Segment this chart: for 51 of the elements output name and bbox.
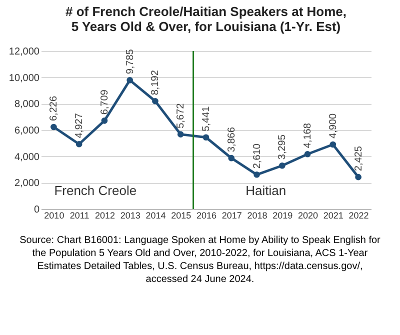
x-tick-label: 2010 [44,210,64,220]
point [355,174,362,180]
point [50,124,57,130]
point [126,77,134,84]
x-tick-label: 2021 [323,210,344,220]
text: 4,927 [74,113,86,138]
point [177,131,184,138]
text: 6,709 [99,90,110,115]
point [228,154,235,162]
point [152,98,158,104]
annotation: Haitian [246,182,286,198]
point [101,118,108,124]
x-tick-label: 2018 [247,210,268,220]
x-tick-label: 2015 [171,210,192,220]
x-tick-label: 2019 [272,210,293,220]
annotation: French Creole [54,182,137,198]
x-tick-label: 2017 [222,210,242,220]
text: 2,610 [252,144,263,169]
text: 8,192 [150,70,162,96]
y-tick-label: 4,000 [14,152,40,163]
x-tick-label: 2011 [70,210,90,220]
y-tick-label: 10,000 [8,72,40,84]
text: 9,785 [124,49,136,74]
point [76,140,82,148]
text: 3,866 [226,127,238,152]
y-tick-label: 12,000 [8,46,40,58]
x-tick-label: 2016 [196,210,217,220]
text: 5,441 [201,106,212,132]
text: 6,226 [48,96,60,122]
y-tick-label: 2,000 [14,178,40,190]
point [278,162,286,169]
y-tick-label: 0 [34,204,40,216]
x-tick-label: 2020 [298,210,318,220]
x-tick-label: 2014 [146,210,166,220]
point [202,134,210,141]
x-tick-label: 2013 [120,210,140,220]
source-note: Source: Chart B16001: Language Spoken at Home by Ability to Speak English for the Population 5 Years Old and Over, 2010-2022, for Louisiana, ACS 1-Year Estimates Detailed Tables, U.S. Census Bureau, https://data.census.gov/, accessed 24 June 2024. [18,234,382,286]
y-tick-label: 8,000 [14,99,40,110]
text: 5,672 [176,103,187,128]
y-tick-label: 6,000 [14,126,40,136]
text: 4,900 [328,113,339,138]
text: 3,295 [277,134,288,160]
x-tick-label: 2012 [94,210,115,220]
point [254,171,260,178]
text: 4,168 [302,123,314,148]
point [330,141,336,148]
text: 2,425 [353,146,364,172]
text: 5 Years Old & Over, for Louisiana (1-Yr. Est) [71,19,341,34]
text: # of French Creole/Haitian Speakers at Home, [65,4,347,19]
x-tick-label: 2022 [348,210,369,220]
point [304,150,311,158]
